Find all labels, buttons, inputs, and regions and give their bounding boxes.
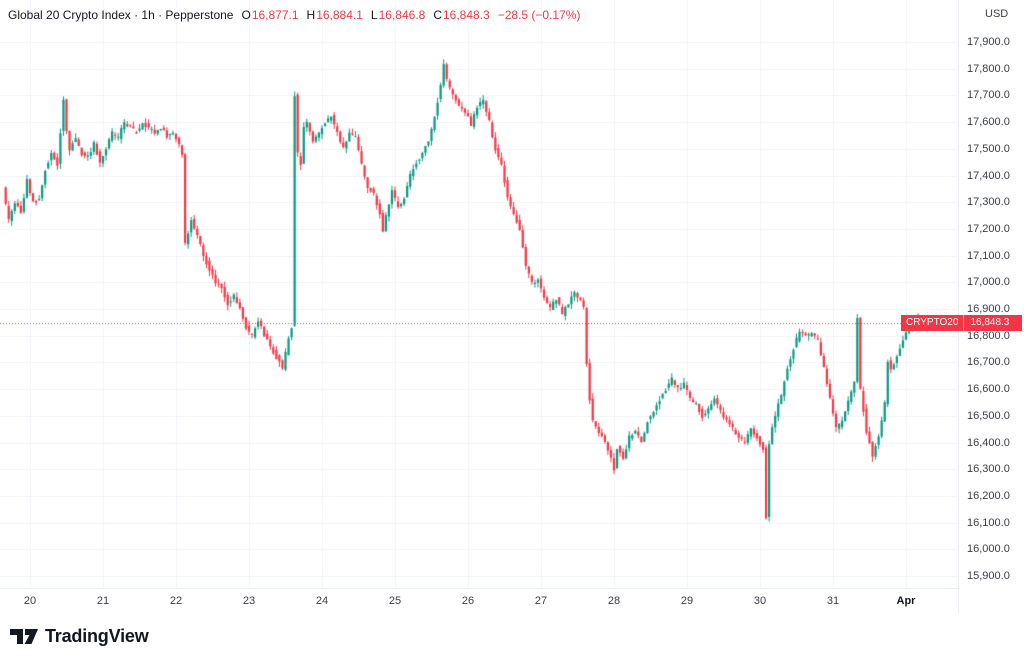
time-axis-label: 21: [96, 595, 110, 607]
price-axis-label: 16,000.0: [967, 543, 1010, 556]
open-label: O: [241, 8, 251, 22]
tradingview-logo-text: TradingView: [45, 626, 149, 646]
price-axis-label: 17,500.0: [967, 142, 1010, 155]
price-axis-label: 16,100.0: [967, 516, 1010, 529]
low-label: L: [370, 8, 378, 22]
tradingview-logo-icon: [10, 629, 38, 644]
currency-label: USD: [985, 8, 1009, 20]
open-value: 16,877.1: [251, 8, 299, 22]
price-axis-label: 17,000.0: [967, 276, 1010, 289]
time-axis-label: 29: [680, 595, 694, 607]
tradingview-logo[interactable]: TradingView: [10, 626, 149, 647]
price-axis-label: 17,800.0: [967, 62, 1010, 75]
current-price-tag: CRYPTO20 16,848.3: [901, 314, 1023, 331]
close-value: 16,848.3: [443, 8, 490, 22]
price-axis-label: 15,900.0: [967, 570, 1010, 582]
time-axis-label: Apr: [896, 595, 916, 607]
price-axis-label: 16,300.0: [967, 463, 1010, 476]
time-axis-label: 20: [23, 595, 37, 607]
time-axis-label: 28: [607, 595, 621, 607]
price-axis-label: 16,200.0: [967, 489, 1010, 502]
price-axis-label: 16,800.0: [967, 329, 1010, 342]
time-axis-label: 22: [169, 595, 183, 607]
price-axis-label: 16,700.0: [967, 356, 1010, 369]
price-axis-label: 17,400.0: [967, 169, 1010, 182]
price-axis-label: 17,300.0: [967, 196, 1010, 209]
time-axis-label: 24: [315, 595, 329, 607]
time-axis-label: 23: [242, 595, 256, 607]
close-label: C: [433, 8, 442, 22]
time-axis-label: 25: [388, 595, 402, 607]
change-value: −28.5 (−0.17%): [497, 8, 581, 22]
price-axis-label: 16,900.0: [967, 303, 1010, 315]
time-axis-label: 30: [753, 595, 767, 607]
high-value: 16,884.1: [316, 8, 363, 22]
candlestick-chart[interactable]: [0, 0, 958, 588]
price-axis-label: 16,400.0: [967, 436, 1010, 449]
price-axis-label: 17,600.0: [967, 116, 1010, 129]
price-axis-label: 16,500.0: [967, 409, 1010, 422]
time-axis-label: 27: [534, 595, 548, 607]
price-axis-label: 16,600.0: [967, 383, 1010, 396]
price-tag-symbol: CRYPTO20: [901, 314, 965, 331]
chart-legend[interactable]: Global 20 Crypto Index · 1h · Pepperston…: [8, 8, 580, 22]
low-value: 16,846.8: [378, 8, 426, 22]
price-axis-label: 17,700.0: [967, 89, 1010, 102]
time-axis-label: 26: [461, 595, 475, 607]
price-axis-label: 17,900.0: [967, 36, 1010, 48]
time-axis-label: 31: [826, 595, 840, 607]
price-axis[interactable]: USD 17,900.0 17,800.0 17,700.0 17,600.0 17,5…: [958, 0, 1024, 614]
price-axis-label: 17,200.0: [967, 222, 1010, 235]
time-axis[interactable]: 20 21 22 23 24 25 26 27 28 29 30 31 Apr: [0, 588, 958, 615]
symbol-title[interactable]: Global 20 Crypto Index · 1h · Pepperston…: [8, 8, 234, 22]
high-label: H: [306, 8, 316, 22]
price-tag-value: 16,848.3: [964, 314, 1023, 331]
price-axis-label: 17,100.0: [967, 249, 1010, 262]
